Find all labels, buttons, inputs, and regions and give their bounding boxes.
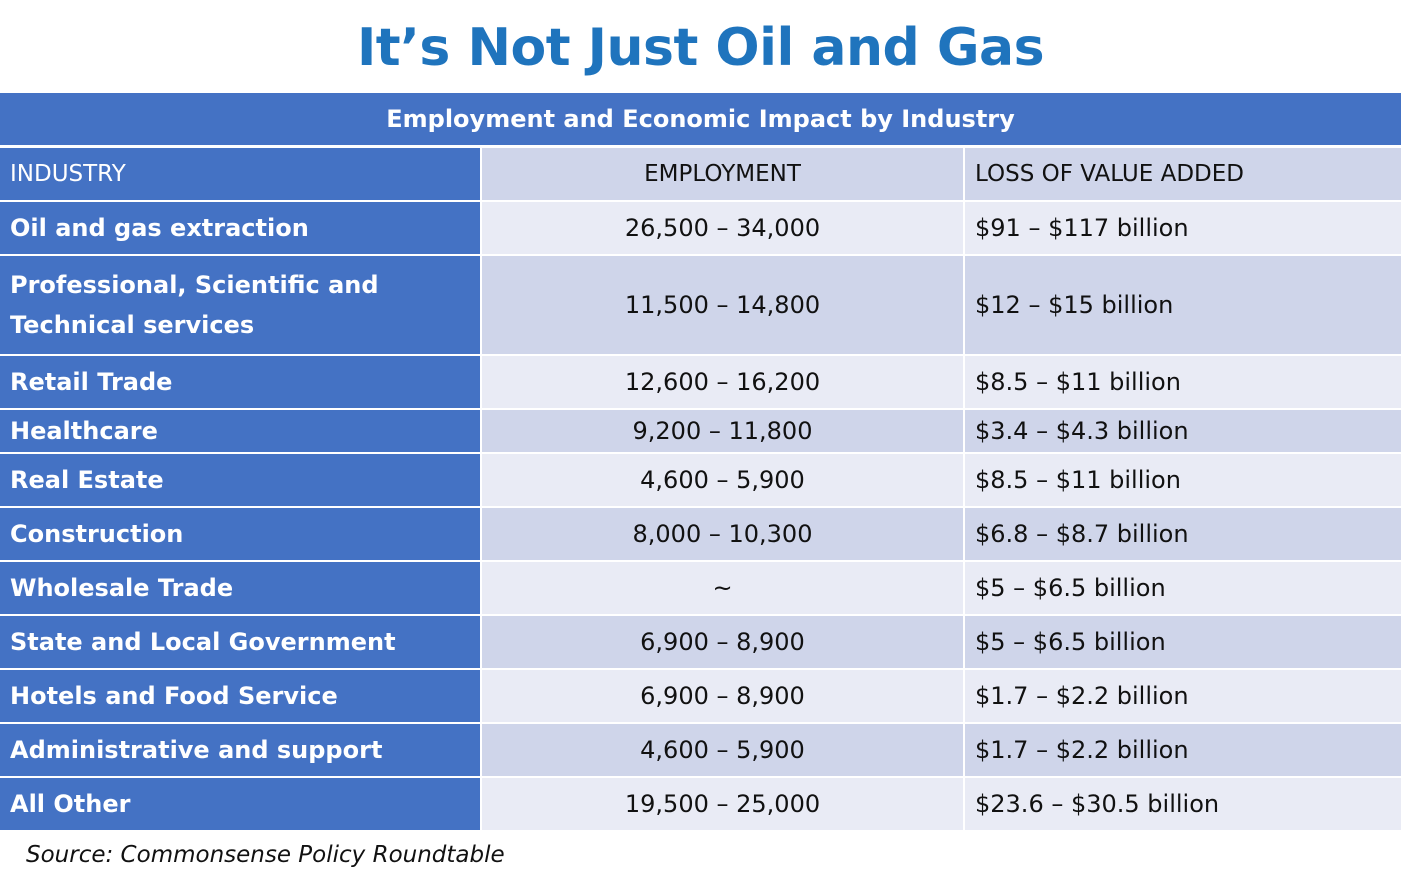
employment-cell: 8,000 – 10,300 [481, 507, 965, 562]
industry-cell: All Other [0, 777, 482, 832]
table-header-row: INDUSTRY EMPLOYMENT LOSS OF VALUE ADDED [0, 146, 1401, 202]
table-row: Professional, Scientific and Technical s… [0, 255, 1401, 356]
industry-cell: Real Estate [0, 453, 482, 508]
employment-cell: ~ [481, 561, 965, 616]
industry-cell: Retail Trade [0, 355, 482, 410]
table-row: Oil and gas extraction 26,500 – 34,000 $… [0, 201, 1401, 256]
table-row: Real Estate 4,600 – 5,900 $8.5 – $11 bil… [0, 453, 1401, 508]
table-caption-row: Employment and Economic Impact by Indust… [0, 93, 1401, 148]
loss-cell: $6.8 – $8.7 billion [964, 507, 1401, 562]
loss-cell: $91 – $117 billion [964, 201, 1401, 256]
employment-cell: 6,900 – 8,900 [481, 669, 965, 724]
table-row: Construction 8,000 – 10,300 $6.8 – $8.7 … [0, 507, 1401, 562]
industry-cell: Professional, Scientific and Technical s… [0, 255, 482, 356]
header-industry: INDUSTRY [0, 146, 482, 202]
table-body: Oil and gas extraction 26,500 – 34,000 $… [0, 201, 1401, 832]
table-row: Wholesale Trade ~ $5 – $6.5 billion [0, 561, 1401, 616]
industry-cell: Administrative and support [0, 723, 482, 778]
table-row: All Other 19,500 – 25,000 $23.6 – $30.5 … [0, 777, 1401, 832]
employment-cell: 4,600 – 5,900 [481, 723, 965, 778]
impact-table: Employment and Economic Impact by Indust… [0, 93, 1401, 832]
source-note: Source: Commonsense Policy Roundtable [26, 842, 505, 868]
industry-table: Employment and Economic Impact by Indust… [0, 93, 1401, 832]
page-title: It’s Not Just Oil and Gas [356, 18, 1045, 78]
table-row: Healthcare 9,200 – 11,800 $3.4 – $4.3 bi… [0, 409, 1401, 454]
table-row: Retail Trade 12,600 – 16,200 $8.5 – $11 … [0, 355, 1401, 410]
industry-cell: Oil and gas extraction [0, 201, 482, 256]
loss-cell: $23.6 – $30.5 billion [964, 777, 1401, 832]
industry-cell: Wholesale Trade [0, 561, 482, 616]
header-employment: EMPLOYMENT [481, 146, 965, 202]
employment-cell: 11,500 – 14,800 [481, 255, 965, 356]
loss-cell: $8.5 – $11 billion [964, 355, 1401, 410]
employment-cell: 26,500 – 34,000 [481, 201, 965, 256]
loss-cell: $12 – $15 billion [964, 255, 1401, 356]
table-row: State and Local Government 6,900 – 8,900… [0, 615, 1401, 670]
loss-cell: $1.7 – $2.2 billion [964, 669, 1401, 724]
employment-cell: 4,600 – 5,900 [481, 453, 965, 508]
loss-cell: $5 – $6.5 billion [964, 615, 1401, 670]
table-caption: Employment and Economic Impact by Indust… [0, 93, 1401, 148]
industry-cell: Construction [0, 507, 482, 562]
industry-cell: State and Local Government [0, 615, 482, 670]
table-row: Hotels and Food Service 6,900 – 8,900 $1… [0, 669, 1401, 724]
table-row: Administrative and support 4,600 – 5,900… [0, 723, 1401, 778]
employment-cell: 9,200 – 11,800 [481, 409, 965, 454]
industry-cell: Hotels and Food Service [0, 669, 482, 724]
loss-cell: $3.4 – $4.3 billion [964, 409, 1401, 454]
employment-cell: 19,500 – 25,000 [481, 777, 965, 832]
header-loss: LOSS OF VALUE ADDED [964, 146, 1401, 202]
employment-cell: 12,600 – 16,200 [481, 355, 965, 410]
loss-cell: $8.5 – $11 billion [964, 453, 1401, 508]
loss-cell: $5 – $6.5 billion [964, 561, 1401, 616]
industry-cell: Healthcare [0, 409, 482, 454]
loss-cell: $1.7 – $2.2 billion [964, 723, 1401, 778]
employment-cell: 6,900 – 8,900 [481, 615, 965, 670]
